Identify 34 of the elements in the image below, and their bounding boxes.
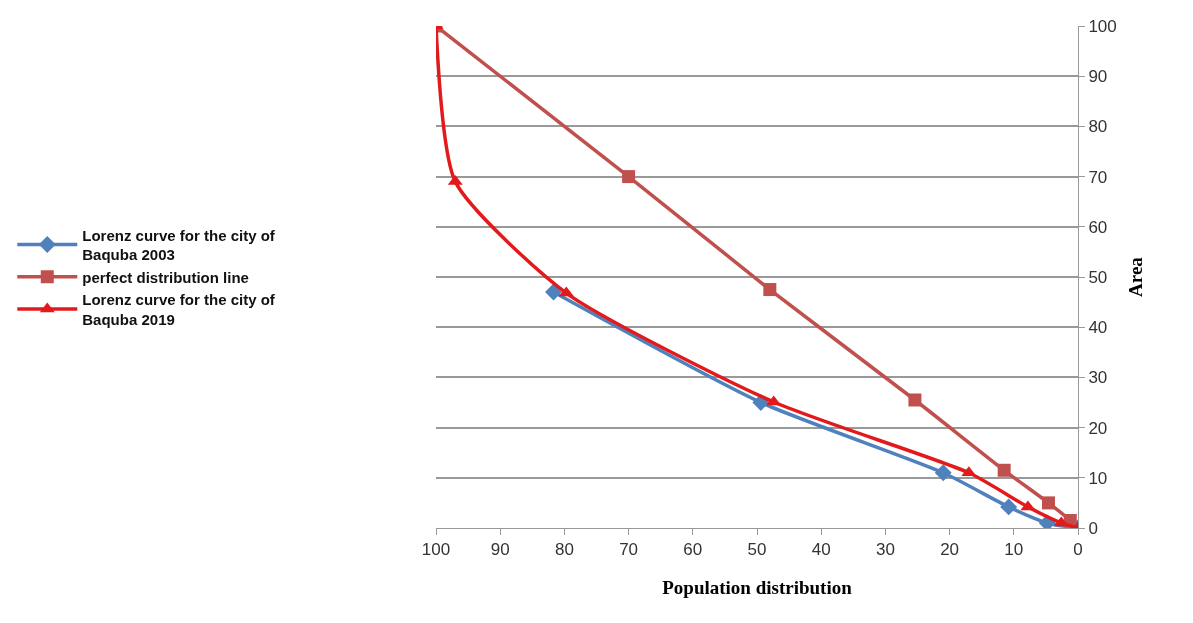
- y-tick-label: 20: [1088, 418, 1108, 438]
- y-tick-label: 60: [1088, 217, 1108, 237]
- y-tick-label: 40: [1088, 318, 1108, 338]
- point: [1000, 498, 1018, 516]
- point: [1041, 496, 1055, 510]
- x-tick-label: 100: [421, 540, 451, 560]
- legend-label: Lorenz curve for the city of Baquba 2019: [82, 291, 276, 328]
- y-tick-label: 90: [1088, 67, 1108, 87]
- point: [545, 283, 562, 301]
- y-tick-label: 10: [1088, 468, 1108, 488]
- point: [622, 170, 636, 184]
- x-axis-title: Population distribution: [662, 577, 853, 599]
- y-tick-label: 70: [1088, 167, 1108, 187]
- point: [997, 463, 1011, 477]
- x-tick-label: 80: [554, 540, 574, 560]
- x-tick-label: 50: [747, 540, 767, 560]
- y-axis-title: Area: [1124, 256, 1146, 297]
- x-tick-label: 40: [811, 540, 831, 560]
- y-tick-label: 80: [1088, 117, 1108, 137]
- x-tick-label: 60: [683, 540, 703, 560]
- point: [763, 283, 777, 297]
- x-tick-label: 10: [1004, 540, 1024, 560]
- y-tick-label: 100: [1088, 16, 1117, 36]
- x-tick-label: 90: [490, 540, 510, 560]
- x-tick-label: 30: [875, 540, 895, 560]
- legend-label: perfect distribution line: [82, 268, 249, 286]
- point: [908, 393, 922, 407]
- x-tick-label: 70: [619, 540, 639, 560]
- y-tick-label: 50: [1088, 267, 1108, 287]
- point: [934, 464, 952, 482]
- y-tick-label: 0: [1088, 518, 1098, 538]
- x-tick-label: 0: [1073, 540, 1083, 560]
- x-tick-label: 20: [940, 540, 960, 560]
- y-tick-label: 30: [1088, 368, 1108, 388]
